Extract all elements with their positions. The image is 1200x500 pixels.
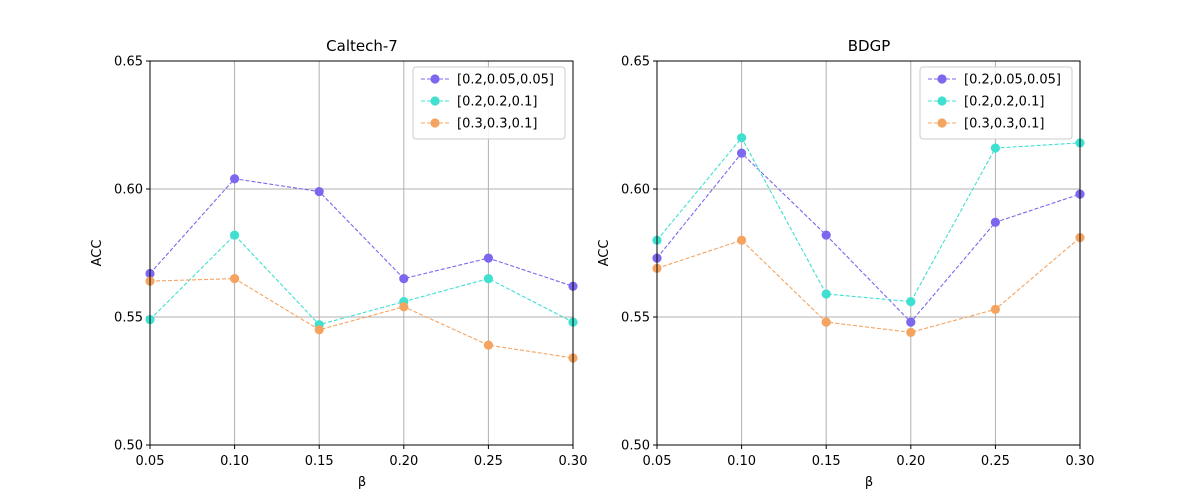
bdgp-chart: BDGP ACC β 0.05 0.10 0.15 0.20 0.25 0.300.500… [597,37,1094,490]
y-axis-label: ACC [90,240,105,267]
x-tick-label: 0.10 [727,454,756,469]
data-point [483,340,493,350]
data-series [652,133,1085,337]
data-series [145,174,578,363]
x-tick-label: 0.15 [812,454,841,469]
data-point [906,317,916,327]
legend-box [412,66,566,140]
axis-ticks: 0.05 0.10 0.15 0.20 0.25 0.30 0.50 0.55 0.60 0.65 [114,55,587,470]
x-tick-label: 0.30 [559,454,588,469]
x-tick-label: 0.25 [474,454,503,469]
data-point [737,235,747,245]
series-line [149,234,574,326]
data-point [821,289,831,299]
axes-frame [149,60,574,446]
series-line [149,178,574,287]
chart-title: BDGP [848,37,891,55]
y-tick-label: 0.50 [621,439,650,454]
legend-label: [0.3,0.3,0.1] [457,117,537,132]
legend-box [919,66,1073,140]
x-tick-label: 0.10 [220,454,249,469]
x-tick-label: 0.30 [1066,454,1095,469]
data-point [990,217,1001,227]
axis-ticks: 0.05 0.10 0.15 0.20 0.25 0.30 0.50 0.55 0.60 0.65 [621,55,1094,470]
data-point [737,148,747,158]
y-axis-label: ACC [597,240,612,267]
x-tick-label: 0.05 [136,454,165,469]
x-tick-label: 0.20 [896,454,925,469]
y-tick-label: 0.50 [114,439,143,454]
y-tick-label: 0.65 [621,55,650,70]
legend: [0.2,0.05,0.05] [0.2,0.2,0.1] [0.3,0.3,0.1… [412,66,566,140]
data-point [483,253,493,263]
data-point [821,230,831,240]
y-tick-label: 0.60 [114,183,143,198]
x-tick-label: 0.15 [305,454,334,469]
legend-marker [937,74,947,84]
legend-marker [430,118,440,128]
chart-title: Caltech-7 [326,37,398,55]
data-point [906,327,916,337]
data-point [906,297,916,307]
axes-frame [656,60,1081,446]
data-point [821,317,831,327]
data-point [990,143,1001,153]
y-tick-label: 0.55 [621,311,650,326]
legend-label: [0.2,0.05,0.05] [964,73,1061,88]
legend-label: [0.2,0.2,0.1] [964,95,1044,110]
legend-label: [0.2,0.2,0.1] [457,95,537,110]
legend-marker [430,96,440,106]
data-point [737,133,747,143]
data-point [230,230,240,240]
x-tick-label: 0.20 [389,454,418,469]
data-point [990,304,1001,314]
x-axis-label: β [865,475,873,490]
data-point [399,274,409,284]
x-tick-label: 0.05 [643,454,672,469]
legend: [0.2,0.05,0.05] [0.2,0.2,0.1] [0.3,0.3,0.1… [919,66,1073,140]
y-tick-label: 0.65 [114,55,143,70]
data-point [483,274,493,284]
data-point [314,186,324,197]
data-point [230,174,240,184]
data-point [314,325,324,335]
series-line [656,152,1081,323]
x-tick-label: 0.25 [981,454,1010,469]
x-axis-label: β [358,475,366,490]
legend-marker [937,118,947,128]
legend-marker [430,74,440,84]
data-point [230,274,240,284]
series-line [149,278,574,359]
series-line [656,237,1081,333]
legend-label: [0.3,0.3,0.1] [964,117,1044,132]
data-point [399,302,409,312]
legend-label: [0.2,0.05,0.05] [457,73,554,88]
y-tick-label: 0.55 [114,311,143,326]
legend-marker [937,96,947,106]
caltech7-chart: Caltech-7 ACC β 0.05 0.10 0.15 0.20 0.25 0.30… [90,37,587,490]
series-line [656,136,1081,303]
y-tick-label: 0.60 [621,183,650,198]
